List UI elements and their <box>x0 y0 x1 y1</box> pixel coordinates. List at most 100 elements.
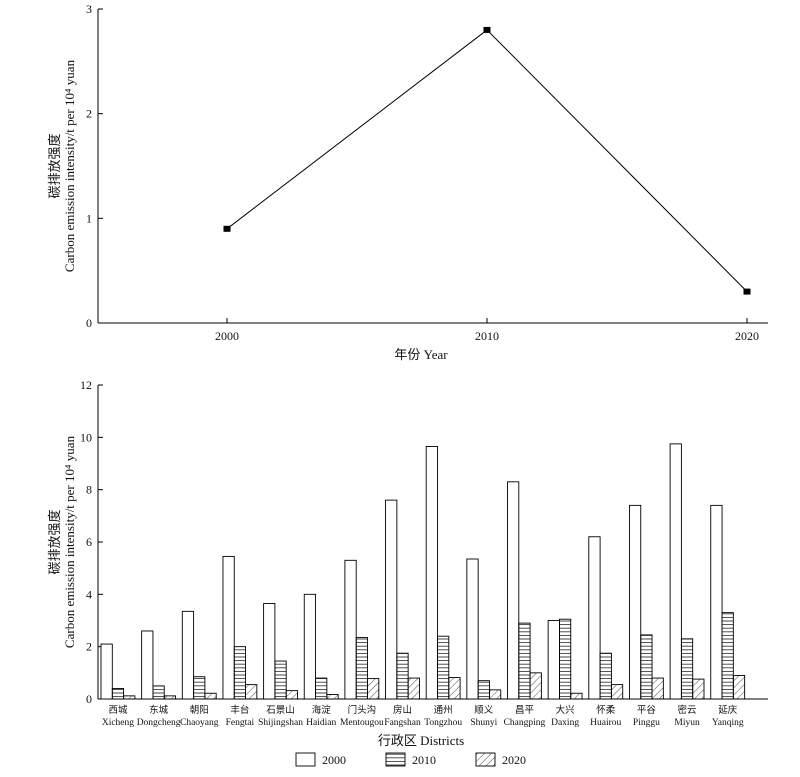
bar-2000-xicheng <box>100 643 113 700</box>
bar-chart-y-tick-label: 8 <box>86 483 92 497</box>
bar-2000-shijingshan <box>263 603 276 700</box>
line-chart-y-tick-label: 2 <box>86 107 92 121</box>
bar-chart-category-label-en: Fangshan <box>384 718 421 728</box>
bar-2000-fengtai <box>222 555 235 700</box>
bar-chart-category-label-cn: 石景山 <box>266 705 295 716</box>
bar-chart-y-tick-label: 10 <box>80 430 92 444</box>
bar-2000-shunyi <box>466 558 479 700</box>
bar-2010-daxing <box>559 618 572 700</box>
bar-2020-haidian <box>326 694 339 700</box>
bar-2010-changping <box>518 622 531 700</box>
bar-2020-fengtai <box>245 684 258 700</box>
bar-chart-x-axis-title: 行政区 Districts <box>378 733 464 748</box>
bar-2010-xicheng <box>111 688 125 700</box>
bar-chart-category-label-en: Pinggu <box>633 718 660 728</box>
bar-chart: 0 2 4 6 8 10 12 西城 Xicheng 东城 Dongcheng 朝阳 Chaoyang… <box>47 378 768 767</box>
line-chart-y-ticks: 0 1 2 3 <box>86 2 103 330</box>
line-chart-x-tick-label: 2010 <box>475 329 499 343</box>
bar-2000-chaoyang <box>181 610 195 700</box>
bar-chart-legend: 2000 2010 2020 <box>295 752 526 767</box>
line-chart-point <box>743 288 751 295</box>
bar-2000-dongcheng <box>141 630 154 700</box>
bar-2010-tongzhou <box>437 635 450 700</box>
bar-chart-category-label-cn: 西城 <box>108 705 128 716</box>
line-chart-y-tick-label: 0 <box>86 316 92 330</box>
line-chart-series <box>223 26 751 295</box>
bar-2010-chaoyang <box>193 676 206 700</box>
bar-2020-shunyi <box>489 689 502 700</box>
bar-chart-category-label-en: Xicheng <box>102 718 134 728</box>
bar-chart-category-label-cn: 大兴 <box>556 704 575 716</box>
bar-2010-miyun <box>680 638 694 700</box>
line-chart-y-axis-title-cn: 碳排放强度 <box>47 133 62 198</box>
bar-2020-daxing <box>570 692 583 700</box>
bar-chart-y-tick-label: 2 <box>86 640 92 654</box>
bar-chart-category-label-cn: 通州 <box>434 705 453 716</box>
line-chart-point <box>483 26 491 33</box>
bar-chart-category-label-en: Haidian <box>306 718 336 728</box>
line-chart-y-tick-label: 1 <box>86 211 92 225</box>
bar-2020-tongzhou <box>448 677 461 700</box>
bar-2010-yanqing <box>721 612 734 700</box>
legend-swatch-2000 <box>295 752 316 767</box>
bar-chart-category-label-en: Shunyi <box>470 718 497 728</box>
bar-2000-haidian <box>303 593 317 700</box>
legend-label-2000: 2000 <box>322 753 346 767</box>
bar-chart-category-label-en: Changping <box>504 718 546 728</box>
bar-2020-shijingshan <box>285 690 298 700</box>
line-chart-x-tick-label: 2000 <box>215 329 239 343</box>
bar-2010-shijingshan <box>274 660 287 700</box>
bar-chart-y-tick-label: 4 <box>86 587 92 601</box>
bar-chart-category-label-cn: 怀柔 <box>596 704 616 716</box>
bar-2000-miyun <box>669 443 682 700</box>
line-chart-point <box>223 225 231 232</box>
bar-chart-category-label-en: Dongcheng <box>137 718 181 728</box>
bar-2000-mentougou <box>344 559 357 700</box>
bar-2010-huairou <box>599 652 612 700</box>
bar-chart-category-label-en: Shijingshan <box>258 718 303 728</box>
legend-swatch-2020 <box>475 752 496 767</box>
bar-chart-category-label-en: Daxing <box>551 718 579 728</box>
legend-label-2010: 2010 <box>412 753 436 767</box>
bar-2020-miyun <box>692 678 705 700</box>
bar-2010-pinggu <box>640 634 653 700</box>
bar-chart-category-label-cn: 朝阳 <box>190 705 209 716</box>
bar-chart-category-label-en: Fengtai <box>226 718 255 728</box>
bar-chart-category-label-cn: 门头沟 <box>348 704 377 716</box>
line-chart-x-ticks: 2000 2010 2020 <box>215 318 759 343</box>
bar-chart-y-tick-label: 12 <box>80 378 92 392</box>
bar-2010-dongcheng <box>152 685 165 700</box>
bar-2000-yanqing <box>710 504 723 700</box>
bar-chart-y-axis-title-cn: 碳排放强度 <box>47 509 62 574</box>
bar-2000-daxing <box>547 620 560 700</box>
bar-chart-category-label-cn: 丰台 <box>230 704 249 716</box>
bar-2020-chaoyang <box>204 692 217 700</box>
bar-chart-y-ticks: 0 2 4 6 8 10 12 <box>80 378 103 706</box>
bar-chart-category-label-cn: 昌平 <box>515 705 535 716</box>
bar-chart-category-label-cn: 延庆 <box>718 704 738 716</box>
bar-chart-category-label-en: Tongzhou <box>424 718 462 728</box>
bar-chart-bars <box>100 443 746 700</box>
bar-2000-huairou <box>588 536 601 700</box>
bar-2010-haidian <box>315 677 328 700</box>
line-chart-y-tick-label: 3 <box>86 2 92 16</box>
line-chart-x-tick-label: 2020 <box>735 329 759 343</box>
bar-chart-category-label-en: Miyun <box>674 718 700 728</box>
bar-2020-huairou <box>610 684 624 700</box>
bar-2020-dongcheng <box>163 695 177 700</box>
bar-chart-category-label-cn: 海淀 <box>312 704 332 716</box>
bar-chart-y-tick-label: 0 <box>86 692 92 706</box>
bar-2000-changping <box>507 481 520 700</box>
bar-2020-mentougou <box>367 678 380 700</box>
bar-chart-category-label-en: Mentougou <box>340 718 384 728</box>
bar-2000-fangshan <box>385 499 398 700</box>
bar-chart-category-label-cn: 平谷 <box>637 705 657 716</box>
bar-2010-fengtai <box>233 646 247 700</box>
bar-2020-xicheng <box>123 695 136 700</box>
bar-chart-y-axis-title-en: Carbon emission intensity/t per 10⁴ yuan <box>62 435 77 648</box>
bar-2020-yanqing <box>732 675 746 700</box>
legend-label-2020: 2020 <box>502 753 526 767</box>
bar-chart-category-label-cn: 顺义 <box>474 705 494 716</box>
